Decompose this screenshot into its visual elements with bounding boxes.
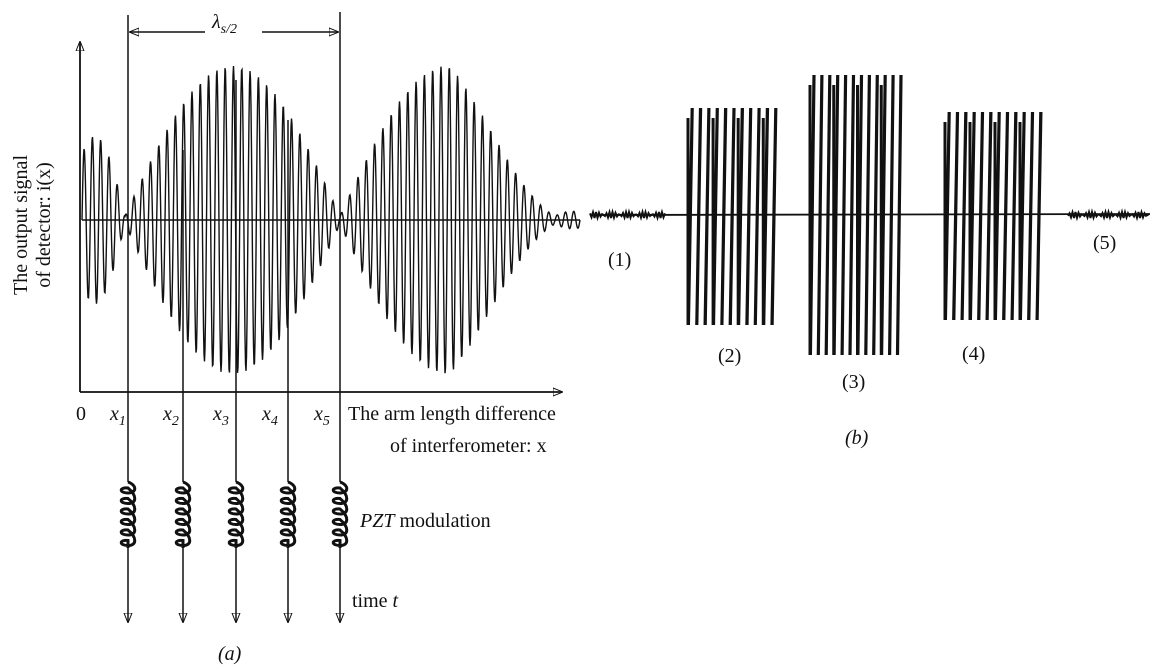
- segment-label: (3): [842, 371, 865, 393]
- y-axis-label: of detector: i(x): [33, 162, 55, 288]
- lambda-label: λs/2: [211, 11, 237, 37]
- position-label: x4: [261, 403, 278, 429]
- position-symbol: x: [212, 403, 222, 425]
- y-axis-label: The output signal: [10, 155, 32, 295]
- panel-label: (b): [845, 427, 869, 449]
- position-symbol: x: [109, 403, 119, 425]
- position-symbol: x: [313, 403, 323, 425]
- origin-label: 0: [76, 403, 86, 425]
- position-label: x5: [313, 403, 330, 429]
- segment-label: (4): [962, 343, 985, 365]
- panel-label: (a): [218, 643, 242, 665]
- time-label: time t: [352, 590, 399, 612]
- pzt-spring: [229, 482, 243, 548]
- position-subscript: 2: [172, 414, 179, 429]
- position-subscript: 5: [323, 414, 330, 429]
- pzt-spring: [333, 482, 347, 548]
- position-label: x3: [212, 403, 229, 429]
- position-symbol: x: [162, 403, 172, 425]
- position-label: x2: [162, 403, 179, 429]
- segment-trace: [945, 112, 1041, 320]
- pzt-spring: [281, 482, 295, 548]
- baseline: [590, 214, 1150, 215]
- position-symbol: x: [261, 403, 271, 425]
- segment-trace: [1068, 212, 1149, 218]
- position-subscript: 4: [271, 414, 278, 429]
- position-label: x1: [109, 403, 126, 429]
- pzt-spring: [121, 482, 135, 548]
- x-axis-label: The arm length difference: [348, 403, 556, 425]
- segment-label: (1): [608, 249, 631, 271]
- figure: λs/2 The output signal of detector: i(x)…: [0, 0, 1153, 671]
- pzt-spring: [176, 482, 190, 548]
- x-axis-label: of interferometer: x: [390, 435, 547, 457]
- modulation-label: PZT modulation: [359, 510, 491, 532]
- segment-trace: [590, 212, 665, 218]
- segment-label: (5): [1093, 232, 1116, 254]
- position-subscript: 3: [221, 414, 229, 429]
- position-subscript: 1: [119, 414, 126, 429]
- segment-label: (2): [718, 345, 741, 367]
